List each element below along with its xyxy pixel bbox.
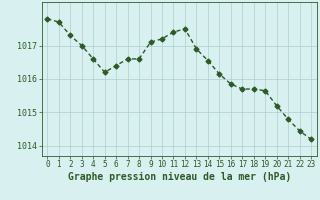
X-axis label: Graphe pression niveau de la mer (hPa): Graphe pression niveau de la mer (hPa) bbox=[68, 172, 291, 182]
